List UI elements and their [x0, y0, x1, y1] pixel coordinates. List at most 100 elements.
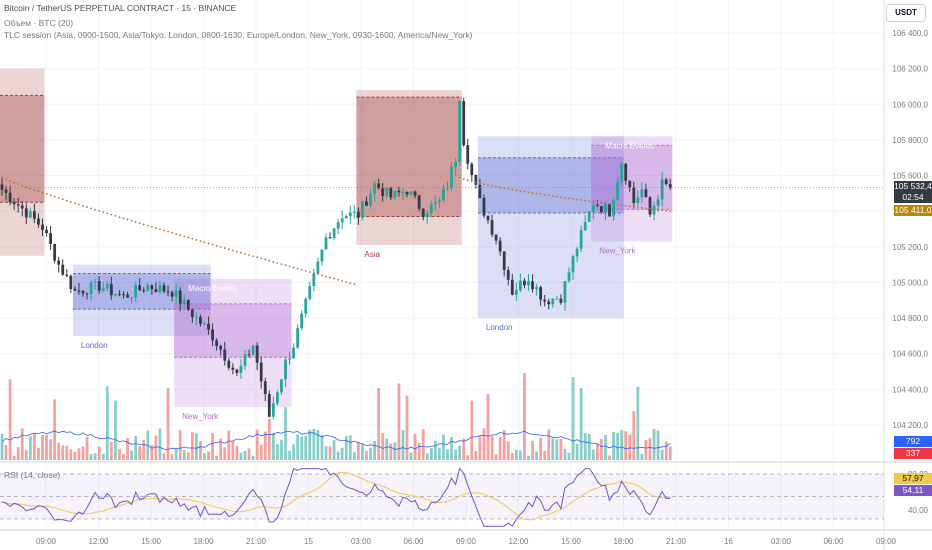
vwap-dot	[252, 255, 255, 258]
volume-bar	[357, 441, 360, 460]
volume-bar	[142, 439, 146, 460]
candle-body	[413, 191, 417, 196]
candle-body	[316, 261, 320, 274]
volume-bar	[239, 452, 243, 460]
time-tick-label: 09:00	[36, 537, 57, 546]
volume-bar	[259, 444, 263, 460]
volume-bar	[105, 386, 109, 460]
candle-body	[543, 299, 547, 302]
vwap-dot	[21, 184, 24, 187]
candle-body	[405, 191, 409, 195]
vwap-dot	[653, 208, 655, 211]
volume-bar	[348, 435, 352, 460]
candle-body	[271, 403, 275, 417]
candle-body	[450, 166, 453, 188]
candle-body	[579, 230, 583, 249]
vwap-dot	[110, 213, 113, 216]
volume-bar	[182, 450, 186, 460]
volume-bar	[255, 429, 259, 460]
volume-bar	[81, 446, 85, 460]
candle-body	[336, 222, 340, 229]
volume-bar	[243, 450, 247, 460]
vwap-dot	[333, 277, 335, 280]
vwap-dot	[649, 207, 651, 210]
price-tick-label: 104 400,0	[892, 385, 928, 394]
candle-body	[186, 299, 190, 310]
volume-bar	[425, 453, 429, 460]
candle-body	[531, 281, 534, 290]
session-box	[356, 90, 462, 246]
candle-body	[466, 145, 470, 164]
candle-body	[527, 281, 530, 286]
volume-bar	[227, 430, 231, 460]
candles[interactable]	[0, 97, 884, 420]
volume-bar	[122, 454, 125, 460]
volume-legend[interactable]: Объем · BTC (20)	[4, 18, 74, 28]
candle-body	[628, 180, 632, 188]
volume-bar	[267, 418, 271, 460]
volume-bar	[280, 439, 283, 460]
volume-bar	[16, 447, 20, 460]
volume-bar	[462, 438, 466, 460]
symbol-legend[interactable]: Bitcoin / TetherUS PERPETUAL CONTRACT · …	[4, 3, 237, 13]
candle-body	[65, 274, 69, 276]
vwap-dot	[454, 174, 457, 177]
volume-bar	[644, 439, 648, 460]
volume-bar	[118, 449, 121, 460]
candle-body	[519, 280, 522, 291]
vwap-dot	[57, 197, 60, 199]
candle-body	[636, 197, 640, 204]
volume-bar	[494, 454, 498, 460]
volume-bar	[263, 431, 267, 460]
candle-body	[255, 345, 259, 363]
candle-body	[328, 237, 332, 239]
volume-bar	[37, 447, 40, 460]
candle-body	[130, 297, 133, 299]
candle-body	[624, 163, 628, 181]
volume-bar	[486, 393, 490, 460]
volume-bar	[235, 446, 239, 460]
rsi-legend[interactable]: RSI (14, close)	[4, 470, 61, 480]
currency-button[interactable]: USDT	[886, 4, 926, 22]
vwap-dot	[191, 237, 194, 240]
vwap-dot	[138, 222, 141, 225]
vwap-dot	[37, 190, 40, 193]
volume-bar	[648, 438, 652, 460]
vwap-dot	[657, 208, 659, 211]
vwap-dot	[641, 206, 643, 209]
candle-body	[320, 249, 324, 262]
volume-bar	[336, 451, 340, 460]
volume-bar	[0, 433, 4, 460]
volume-bar	[604, 434, 607, 460]
candle-body	[247, 354, 251, 356]
candle-body	[45, 229, 48, 234]
vwap-dot	[223, 247, 226, 249]
candle-body	[397, 190, 401, 193]
vwap-dot	[499, 186, 502, 189]
volume-bar	[608, 455, 611, 460]
candle-body	[559, 298, 563, 303]
candle-body	[20, 205, 24, 209]
candle-body	[458, 101, 462, 162]
candle-body	[105, 283, 109, 289]
vwap-dot	[341, 280, 344, 282]
indicator-legend[interactable]: TLC session (Asia, 0900-1500, Asia/Tokyo…	[4, 30, 473, 40]
volume-low-tag: 337	[894, 448, 932, 459]
vwap-dot	[33, 188, 36, 191]
session-range-box	[356, 97, 462, 217]
vwap-dot	[551, 195, 554, 197]
volume-bar	[73, 451, 77, 460]
volume-bar	[109, 441, 113, 460]
volume-bar	[324, 446, 328, 460]
volume-bar	[571, 377, 575, 460]
candle-body	[632, 187, 636, 204]
volume-bar	[506, 441, 510, 460]
vwap-dot	[74, 202, 76, 205]
countdown-tag: 02:54	[894, 192, 932, 203]
vwap-dot	[620, 204, 623, 207]
volume-high-tag: 792	[894, 436, 932, 447]
candle-body	[12, 202, 16, 205]
vwap-dot	[69, 201, 72, 203]
vwap-dot	[547, 194, 550, 197]
